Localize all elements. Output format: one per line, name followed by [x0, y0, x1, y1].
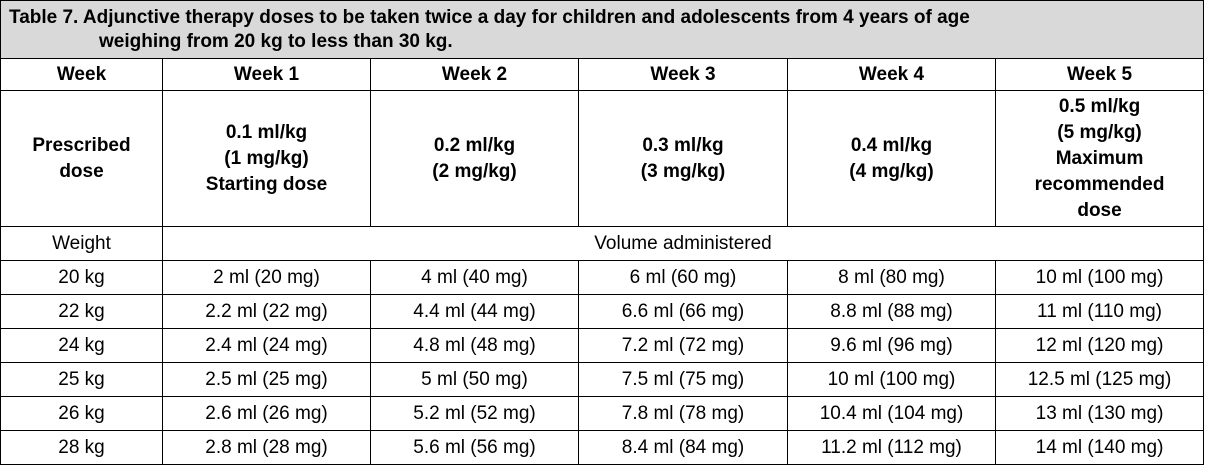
volume-cell: 4 ml (40 mg): [370, 260, 579, 295]
dose-line: (1 mg/kg): [224, 147, 309, 169]
table-row: 24 kg 2.4 ml (24 mg) 4.8 ml (48 mg) 7.2 …: [0, 328, 1205, 363]
dose-week-5: 0.5 ml/kg (5 mg/kg) Maximum recommended …: [994, 90, 1205, 227]
dose-line: (2 mg/kg): [432, 160, 517, 182]
volume-cell: 2.2 ml (22 mg): [162, 294, 371, 329]
week-header-5: Week 5: [994, 58, 1205, 91]
volume-cell: 12.5 ml (125 mg): [994, 362, 1205, 397]
week-header-2: Week 2: [370, 58, 579, 91]
dose-week-1: 0.1 ml/kg (1 mg/kg) Starting dose: [162, 90, 371, 227]
volume-cell: 6.6 ml (66 mg): [578, 294, 788, 329]
dose-line: 0.2 ml/kg: [433, 134, 516, 156]
volume-header: Volume administered: [161, 226, 1205, 261]
prescribed-label-line: Prescribed: [32, 134, 131, 156]
volume-cell: 8.8 ml (88 mg): [787, 294, 996, 329]
volume-cell: 10 ml (100 mg): [787, 362, 996, 397]
weight-cell: 24 kg: [0, 328, 163, 363]
table-row: 20 kg 2 ml (20 mg) 4 ml (40 mg) 6 ml (60…: [0, 260, 1205, 295]
weight-cell: 25 kg: [0, 362, 163, 397]
volume-cell: 2.5 ml (25 mg): [162, 362, 371, 397]
volume-cell: 5 ml (50 mg): [370, 362, 579, 397]
dose-week-2: 0.2 ml/kg (2 mg/kg): [370, 90, 579, 227]
prescribed-dose-label: Prescribed dose: [0, 90, 163, 227]
volume-cell: 5.2 ml (52 mg): [370, 396, 579, 431]
volume-cell: 8.4 ml (84 mg): [578, 430, 788, 465]
week-header-row: Week Week 1 Week 2 Week 3 Week 4 Week 5: [0, 58, 1205, 91]
volume-cell: 11 ml (110 mg): [994, 294, 1205, 329]
dose-line: 0.4 ml/kg: [850, 134, 933, 156]
volume-cell: 7.2 ml (72 mg): [578, 328, 788, 363]
volume-cell: 7.5 ml (75 mg): [578, 362, 788, 397]
volume-cell: 8 ml (80 mg): [787, 260, 996, 295]
volume-cell: 14 ml (140 mg): [994, 430, 1205, 465]
volume-cell: 11.2 ml (112 mg): [787, 430, 996, 465]
weight-cell: 26 kg: [0, 396, 163, 431]
table-row: 28 kg 2.8 ml (28 mg) 5.6 ml (56 mg) 8.4 …: [0, 430, 1205, 465]
week-header-3: Week 3: [578, 58, 788, 91]
volume-cell: 13 ml (130 mg): [994, 396, 1205, 431]
weight-header: Weight: [0, 226, 163, 261]
dose-line: dose: [1077, 199, 1122, 221]
volume-cell: 12 ml (120 mg): [994, 328, 1205, 363]
table-row: 25 kg 2.5 ml (25 mg) 5 ml (50 mg) 7.5 ml…: [0, 362, 1205, 397]
table-row: 22 kg 2.2 ml (22 mg) 4.4 ml (44 mg) 6.6 …: [0, 294, 1205, 329]
dose-line: Maximum: [1055, 147, 1144, 169]
volume-cell: 10.4 ml (104 mg): [787, 396, 996, 431]
dose-line: recommended: [1034, 173, 1165, 195]
weight-cell: 28 kg: [0, 430, 163, 465]
volume-cell: 5.6 ml (56 mg): [370, 430, 579, 465]
table-title-line1: Table 7. Adjunctive therapy doses to be …: [9, 7, 970, 28]
dose-line: (3 mg/kg): [640, 160, 726, 182]
volume-cell: 2 ml (20 mg): [162, 260, 371, 295]
volume-cell: 10 ml (100 mg): [994, 260, 1205, 295]
dose-line: 0.1 ml/kg: [225, 121, 308, 143]
dose-line: 0.5 ml/kg: [1058, 95, 1141, 117]
prescribed-label-line: dose: [59, 160, 104, 182]
volume-cell: 2.6 ml (26 mg): [162, 396, 371, 431]
volume-cell: 7.8 ml (78 mg): [578, 396, 788, 431]
dose-line: (5 mg/kg): [1057, 121, 1142, 143]
volume-cell: 4.4 ml (44 mg): [370, 294, 579, 329]
table-title-line2: weighing from 20 kg to less than 30 kg.: [99, 31, 453, 52]
weight-cell: 20 kg: [0, 260, 163, 295]
dose-week-4: 0.4 ml/kg (4 mg/kg): [787, 90, 996, 227]
dose-line: 0.3 ml/kg: [642, 134, 724, 156]
week-header-1: Week 1: [162, 58, 371, 91]
weight-cell: 22 kg: [0, 294, 163, 329]
week-header-label: Week: [0, 58, 163, 91]
volume-cell: 2.4 ml (24 mg): [162, 328, 371, 363]
volume-cell: 4.8 ml (48 mg): [370, 328, 579, 363]
table-row: 26 kg 2.6 ml (26 mg) 5.2 ml (52 mg) 7.8 …: [0, 396, 1205, 431]
volume-cell: 6 ml (60 mg): [578, 260, 788, 295]
dose-line: Starting dose: [205, 173, 328, 195]
week-header-4: Week 4: [787, 58, 996, 91]
volume-cell: 9.6 ml (96 mg): [787, 328, 996, 363]
dose-line: (4 mg/kg): [849, 160, 934, 182]
title-row: Table 7. Adjunctive therapy doses to be …: [0, 0, 1205, 59]
subheader-row: Weight Volume administered: [0, 226, 1205, 261]
dose-week-3: 0.3 ml/kg (3 mg/kg): [578, 90, 788, 227]
table-title: Table 7. Adjunctive therapy doses to be …: [0, 0, 1205, 59]
volume-cell: 2.8 ml (28 mg): [162, 430, 371, 465]
prescribed-dose-row: Prescribed dose 0.1 ml/kg (1 mg/kg) Star…: [0, 90, 1205, 227]
